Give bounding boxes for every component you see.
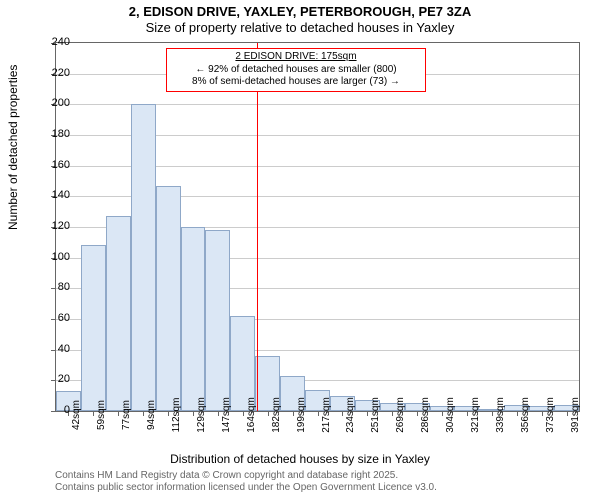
x-tick-label: 42sqm [71, 400, 82, 430]
x-tick [293, 411, 294, 416]
x-tick-label: 269sqm [395, 397, 406, 433]
y-tick-label: 80 [40, 281, 70, 293]
x-tick-label: 339sqm [495, 397, 506, 433]
attribution-line1: Contains HM Land Registry data © Crown c… [55, 470, 437, 482]
x-tick [442, 411, 443, 416]
y-tick-label: 180 [40, 128, 70, 140]
y-tick-label: 60 [40, 312, 70, 324]
plot-area: 2 EDISON DRIVE: 175sqm← 92% of detached … [55, 42, 580, 412]
x-tick-label: 286sqm [420, 397, 431, 433]
x-tick [168, 411, 169, 416]
histogram-bar [131, 104, 156, 411]
attribution-line2: Contains public sector information licen… [55, 482, 437, 494]
x-tick [567, 411, 568, 416]
x-tick [143, 411, 144, 416]
histogram-bar [156, 186, 181, 411]
y-tick-label: 220 [40, 67, 70, 79]
x-tick [492, 411, 493, 416]
x-tick [218, 411, 219, 416]
y-tick-label: 160 [40, 159, 70, 171]
x-tick-label: 304sqm [445, 397, 456, 433]
annotation-line-0: 2 EDISON DRIVE: 175sqm [173, 51, 419, 64]
histogram-bar [81, 245, 106, 411]
annotation-line-2: 8% of semi-detached houses are larger (7… [173, 76, 419, 89]
x-tick [318, 411, 319, 416]
x-tick-label: 94sqm [146, 400, 157, 430]
y-tick-label: 20 [40, 373, 70, 385]
x-tick [118, 411, 119, 416]
x-tick [417, 411, 418, 416]
y-axis-label: Number of detached properties [6, 65, 20, 230]
x-tick-label: 373sqm [545, 397, 556, 433]
y-tick-label: 120 [40, 220, 70, 232]
x-tick [467, 411, 468, 416]
x-tick-label: 59sqm [96, 400, 107, 430]
histogram-bar [205, 230, 230, 411]
x-tick [367, 411, 368, 416]
x-tick-label: 251sqm [370, 397, 381, 433]
x-axis-label: Distribution of detached houses by size … [0, 452, 600, 466]
x-tick-label: 77sqm [121, 400, 132, 430]
x-tick [93, 411, 94, 416]
x-tick-label: 182sqm [271, 397, 282, 433]
x-tick-label: 112sqm [171, 398, 182, 433]
x-tick-label: 321sqm [470, 397, 481, 433]
x-tick [268, 411, 269, 416]
x-tick-label: 129sqm [196, 397, 207, 433]
chart-title-subtitle: Size of property relative to detached ho… [0, 20, 600, 36]
chart-title-address: 2, EDISON DRIVE, YAXLEY, PETERBOROUGH, P… [0, 4, 600, 20]
x-tick [342, 411, 343, 416]
y-tick-label: 40 [40, 343, 70, 355]
x-tick [517, 411, 518, 416]
y-tick-label: 240 [40, 36, 70, 48]
x-tick [392, 411, 393, 416]
reference-line [257, 43, 258, 411]
annotation-callout: 2 EDISON DRIVE: 175sqm← 92% of detached … [166, 48, 426, 92]
x-tick [243, 411, 244, 416]
x-tick-label: 147sqm [221, 397, 232, 433]
histogram-bar [106, 216, 131, 411]
x-tick-label: 164sqm [246, 397, 257, 433]
y-tick-label: 100 [40, 251, 70, 263]
y-tick-label: 140 [40, 189, 70, 201]
attribution-text: Contains HM Land Registry data © Crown c… [55, 470, 437, 494]
x-tick-label: 356sqm [520, 397, 531, 433]
x-tick-label: 217sqm [321, 397, 332, 433]
y-tick-label: 200 [40, 97, 70, 109]
x-tick-label: 234sqm [345, 397, 356, 433]
x-tick [542, 411, 543, 416]
x-tick-label: 199sqm [296, 397, 307, 433]
x-tick [193, 411, 194, 416]
annotation-line-1: ← 92% of detached houses are smaller (80… [173, 64, 419, 77]
x-tick-label: 391sqm [570, 397, 581, 433]
y-tick-label: 0 [40, 404, 70, 416]
histogram-bar [181, 227, 206, 411]
